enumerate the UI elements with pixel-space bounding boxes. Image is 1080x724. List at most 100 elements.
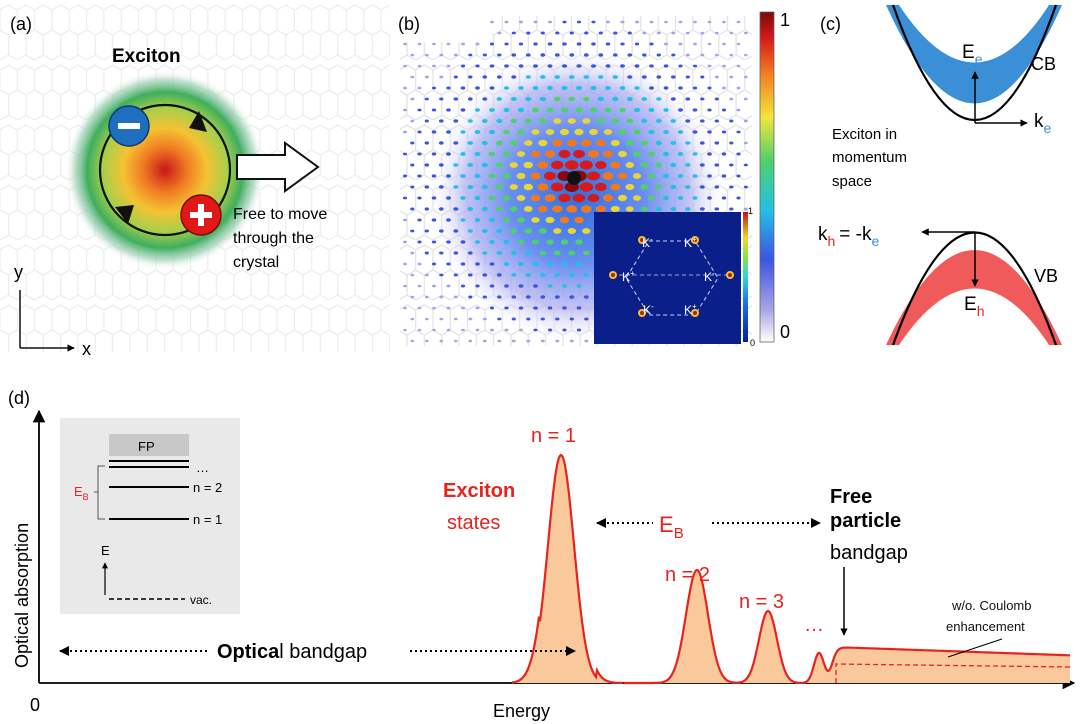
wavefunction-dot bbox=[467, 141, 474, 145]
wavefunction-dot bbox=[475, 64, 480, 68]
wavefunction-dot bbox=[516, 195, 526, 201]
wavefunction-dot bbox=[565, 160, 579, 170]
wavefunction-dot bbox=[642, 31, 647, 35]
n1-label: n = 1 bbox=[531, 425, 576, 447]
x-axis-title: Energy bbox=[493, 701, 550, 721]
wavefunction-dot bbox=[692, 64, 698, 68]
wavefunction-dot bbox=[603, 129, 613, 135]
wavefunction-dot bbox=[610, 205, 620, 213]
wavefunction-dot bbox=[417, 328, 422, 332]
states-word: states bbox=[447, 512, 500, 534]
wavefunction-dot bbox=[410, 207, 415, 211]
absorption-curve bbox=[511, 453, 1070, 685]
wavefunction-dot bbox=[524, 140, 533, 146]
wavefunction-dot bbox=[677, 130, 684, 134]
wavefunction-dot bbox=[597, 96, 604, 102]
wavefunction-dot bbox=[611, 118, 619, 124]
wavefunction-dot bbox=[576, 306, 582, 310]
wavefunction-dot bbox=[692, 130, 698, 134]
wavefunction-dot bbox=[424, 75, 429, 79]
wavefunction-dot bbox=[554, 96, 561, 102]
wavefunction-dot bbox=[446, 108, 451, 112]
wavefunction-dot bbox=[489, 240, 495, 244]
wavefunction-dot bbox=[530, 150, 541, 158]
wavefunction-dot bbox=[736, 174, 741, 178]
wavefunction-dot bbox=[461, 42, 465, 46]
wavefunction-dot bbox=[417, 218, 422, 222]
wavefunction-dot bbox=[446, 42, 451, 46]
wavefunction-dot bbox=[722, 42, 726, 46]
wavefunction-dot bbox=[729, 119, 734, 123]
wavefunction-dot bbox=[729, 207, 734, 211]
wavefunction-dot bbox=[613, 31, 618, 35]
wavefunction-dot bbox=[692, 196, 698, 200]
wavefunction-dot bbox=[640, 162, 649, 168]
wavefunction-dot bbox=[579, 160, 593, 170]
wavefunction-dot bbox=[656, 75, 662, 79]
wavefunction-dot bbox=[670, 119, 676, 123]
wavefunction-dot bbox=[605, 42, 611, 46]
wavefunction-dot bbox=[722, 20, 726, 24]
wavefunction-dot bbox=[517, 239, 525, 245]
wavefunction-dot bbox=[655, 140, 662, 146]
wavefunction-dot bbox=[526, 53, 531, 57]
wavefunction-dot bbox=[721, 152, 727, 156]
wavefunction-dot bbox=[417, 306, 422, 310]
wavefunction-dot bbox=[569, 295, 575, 299]
wavefunction-dot bbox=[460, 284, 466, 288]
wavefunction-dot bbox=[576, 20, 582, 24]
wavefunction-dot bbox=[582, 250, 590, 256]
wavefunction-dot bbox=[700, 119, 705, 123]
wavefunction-dot bbox=[453, 141, 459, 145]
wavefunction-dot bbox=[634, 64, 640, 68]
wavefunction-dot bbox=[533, 306, 538, 310]
wavefunction-dot bbox=[605, 86, 611, 90]
wavefunction-dot bbox=[453, 251, 459, 255]
panel-a-label: (a) bbox=[10, 14, 32, 34]
inset-n1: n = 1 bbox=[193, 512, 222, 527]
wavefunction-dot bbox=[736, 196, 741, 200]
wavefunction-dot bbox=[496, 251, 503, 255]
wavefunction-dot bbox=[439, 273, 444, 277]
wavefunction-dot bbox=[610, 139, 620, 147]
wavefunction-dot bbox=[671, 31, 676, 35]
wavefunction-dot bbox=[664, 20, 668, 24]
wavefunction-dot bbox=[431, 174, 437, 178]
wavefunction-dot bbox=[663, 108, 669, 112]
wavefunction-dot bbox=[554, 295, 560, 299]
wavefunction-dot bbox=[453, 75, 458, 79]
wavefunction-dot bbox=[432, 328, 436, 332]
wavefunction-dot bbox=[446, 196, 451, 200]
wavefunction-dot bbox=[729, 185, 734, 189]
wavefunction-dot bbox=[591, 42, 596, 46]
wavefunction-dot bbox=[524, 118, 532, 124]
wavefunction-dot bbox=[583, 53, 589, 57]
wavefunction-dot bbox=[559, 216, 570, 224]
wavefunction-dot bbox=[403, 86, 407, 90]
wavefunction-dot bbox=[670, 207, 677, 211]
inset-background bbox=[594, 212, 741, 344]
wavefunction-dot bbox=[634, 42, 640, 46]
wavefunction-dot bbox=[560, 239, 569, 245]
wavefunction-dot bbox=[489, 306, 495, 310]
wavefunction-dot bbox=[562, 42, 567, 46]
wavefunction-dot bbox=[545, 129, 555, 135]
wavefunction-dot bbox=[417, 108, 422, 112]
axis-x-label: x bbox=[82, 339, 91, 359]
wavefunction-dot bbox=[670, 162, 677, 168]
wavefunction-dot bbox=[569, 31, 574, 35]
wavefunction-dot bbox=[743, 97, 748, 101]
wavefunction-dot bbox=[531, 217, 540, 223]
wavefunction-dot bbox=[511, 295, 517, 299]
wavefunction-dot bbox=[467, 229, 473, 233]
wavefunction-dot bbox=[642, 53, 647, 57]
wavefunction-dot bbox=[402, 152, 408, 156]
wavefunction-dot bbox=[627, 53, 633, 57]
wavefunction-dot bbox=[446, 152, 451, 156]
wavefunction-dot bbox=[662, 195, 670, 201]
wavefunction-dot bbox=[567, 118, 576, 124]
wavefunction-dot bbox=[526, 339, 531, 343]
orbit-ring bbox=[98, 103, 232, 237]
wavefunction-dot bbox=[685, 119, 691, 123]
wavefunction-dot bbox=[640, 206, 648, 212]
